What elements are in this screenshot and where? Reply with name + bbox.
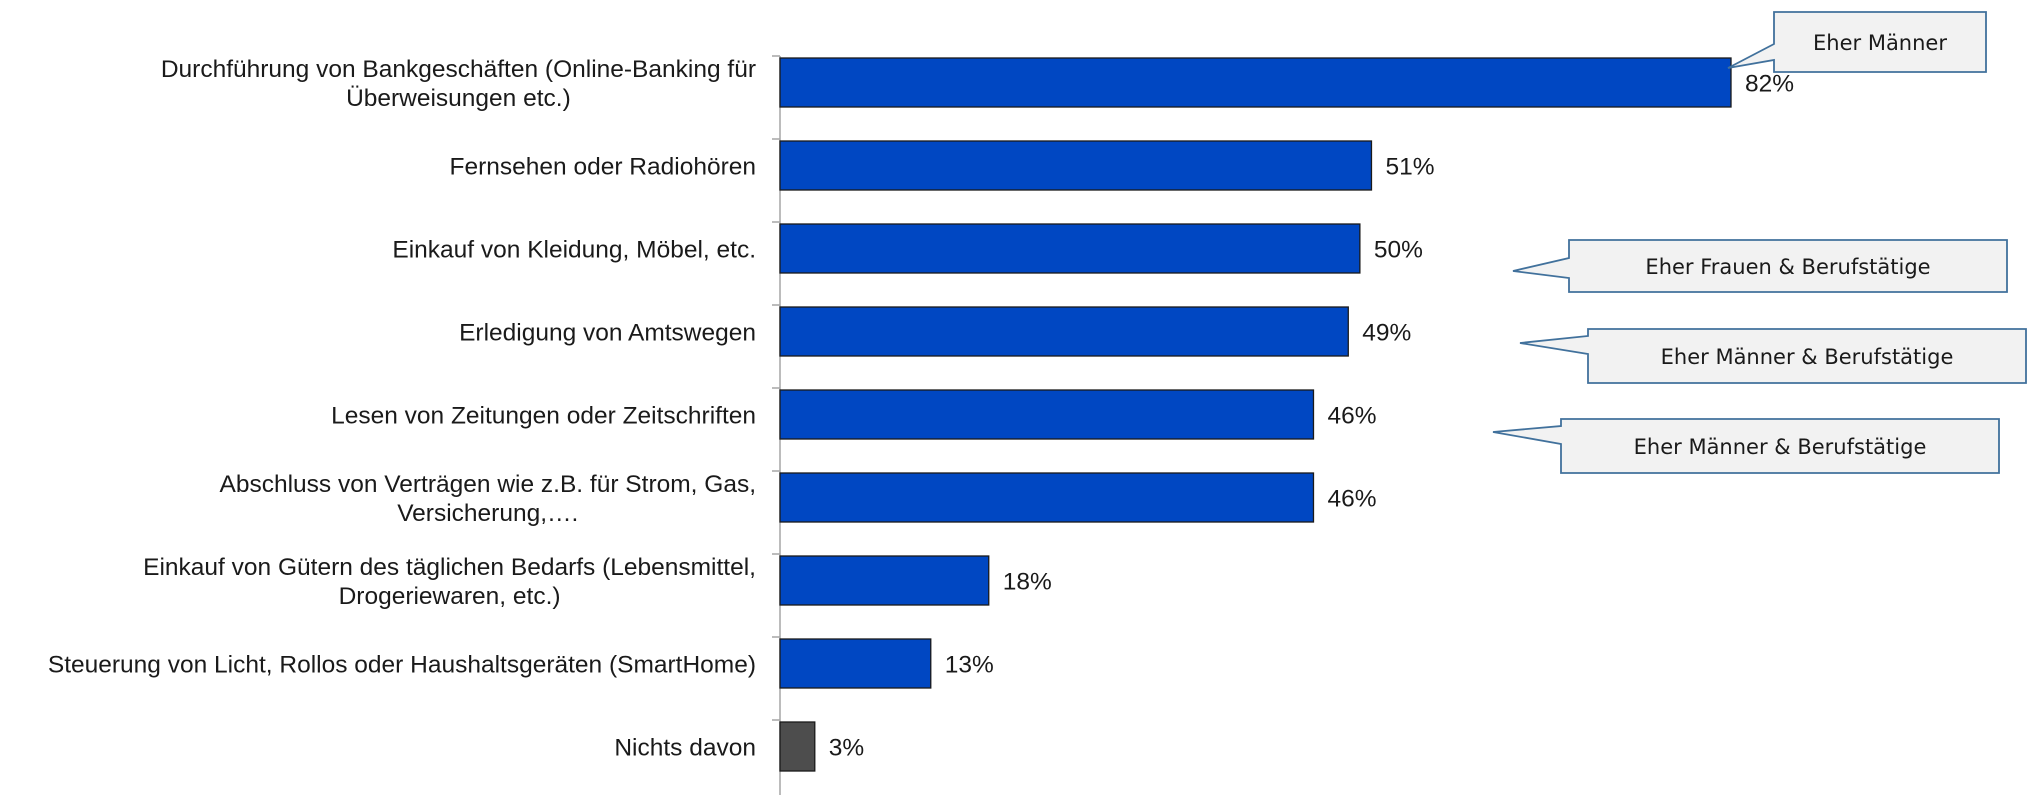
category-label-line: Fernsehen oder Radiohören <box>450 154 756 181</box>
bar-5 <box>779 389 1315 440</box>
value-label-1: 82% <box>1745 71 1794 98</box>
category-label-6: Abschluss von Verträgen wie z.B. für Str… <box>220 471 757 527</box>
callout-box <box>1519 328 2027 384</box>
category-label-3: Einkauf von Kleidung, Möbel, etc. <box>392 237 756 264</box>
category-label-4: Erledigung von Amtswegen <box>459 320 756 347</box>
category-label-line: Erledigung von Amtswegen <box>459 320 756 347</box>
callout-text: Eher Frauen & Berufstätige <box>1645 255 1930 279</box>
bar-2 <box>779 140 1373 191</box>
category-label-8: Steuerung von Licht, Rollos oder Haushal… <box>48 652 756 679</box>
callout-2: Eher Frauen & Berufstätige <box>1512 239 2008 293</box>
category-label-7: Einkauf von Gütern des täglichen Bedarfs… <box>143 554 756 610</box>
category-label-line: Einkauf von Gütern des täglichen Bedarfs… <box>143 554 756 581</box>
callout-box <box>1512 239 2008 293</box>
bar-4 <box>779 306 1349 357</box>
category-label-2: Fernsehen oder Radiohören <box>450 154 756 181</box>
callout-text: Eher Männer & Berufstätige <box>1661 345 1954 369</box>
value-label-5: 46% <box>1327 403 1376 430</box>
value-label-6: 46% <box>1327 486 1376 513</box>
category-label-line: Versicherung,…. <box>397 500 578 527</box>
bar-9 <box>779 721 816 772</box>
value-label-9: 3% <box>829 735 864 762</box>
callout-text: Eher Männer & Berufstätige <box>1634 435 1927 459</box>
callout-3: Eher Männer & Berufstätige <box>1519 328 2027 384</box>
value-label-7: 18% <box>1003 569 1052 596</box>
callout-box <box>1727 11 1987 73</box>
category-label-line: Abschluss von Verträgen wie z.B. für Str… <box>220 471 757 498</box>
category-label-line: Durchführung von Bankgeschäften (Online-… <box>161 56 756 83</box>
callout-box <box>1492 418 2000 474</box>
callout-text: Eher Männer <box>1813 31 1947 55</box>
value-label-2: 51% <box>1385 154 1434 181</box>
bar-3 <box>779 223 1361 274</box>
category-label-line: Einkauf von Kleidung, Möbel, etc. <box>392 237 756 264</box>
callout-1: Eher Männer <box>1727 11 1987 73</box>
category-label-9: Nichts davon <box>614 735 756 762</box>
category-label-line: Steuerung von Licht, Rollos oder Haushal… <box>48 652 756 679</box>
category-label-line: Drogeriewaren, etc.) <box>339 583 561 610</box>
value-label-4: 49% <box>1362 320 1411 347</box>
bar-7 <box>779 555 990 606</box>
bar-6 <box>779 472 1315 523</box>
category-label-line: Überweisungen etc.) <box>346 85 571 112</box>
value-label-3: 50% <box>1374 237 1423 264</box>
category-label-line: Nichts davon <box>614 735 756 762</box>
category-label-1: Durchführung von Bankgeschäften (Online-… <box>161 56 756 112</box>
bar-1 <box>779 57 1732 108</box>
callout-4: Eher Männer & Berufstätige <box>1492 418 2000 474</box>
category-label-line: Lesen von Zeitungen oder Zeitschriften <box>331 403 756 430</box>
category-label-5: Lesen von Zeitungen oder Zeitschriften <box>331 403 756 430</box>
bar-8 <box>779 638 932 689</box>
value-label-8: 13% <box>945 652 994 679</box>
